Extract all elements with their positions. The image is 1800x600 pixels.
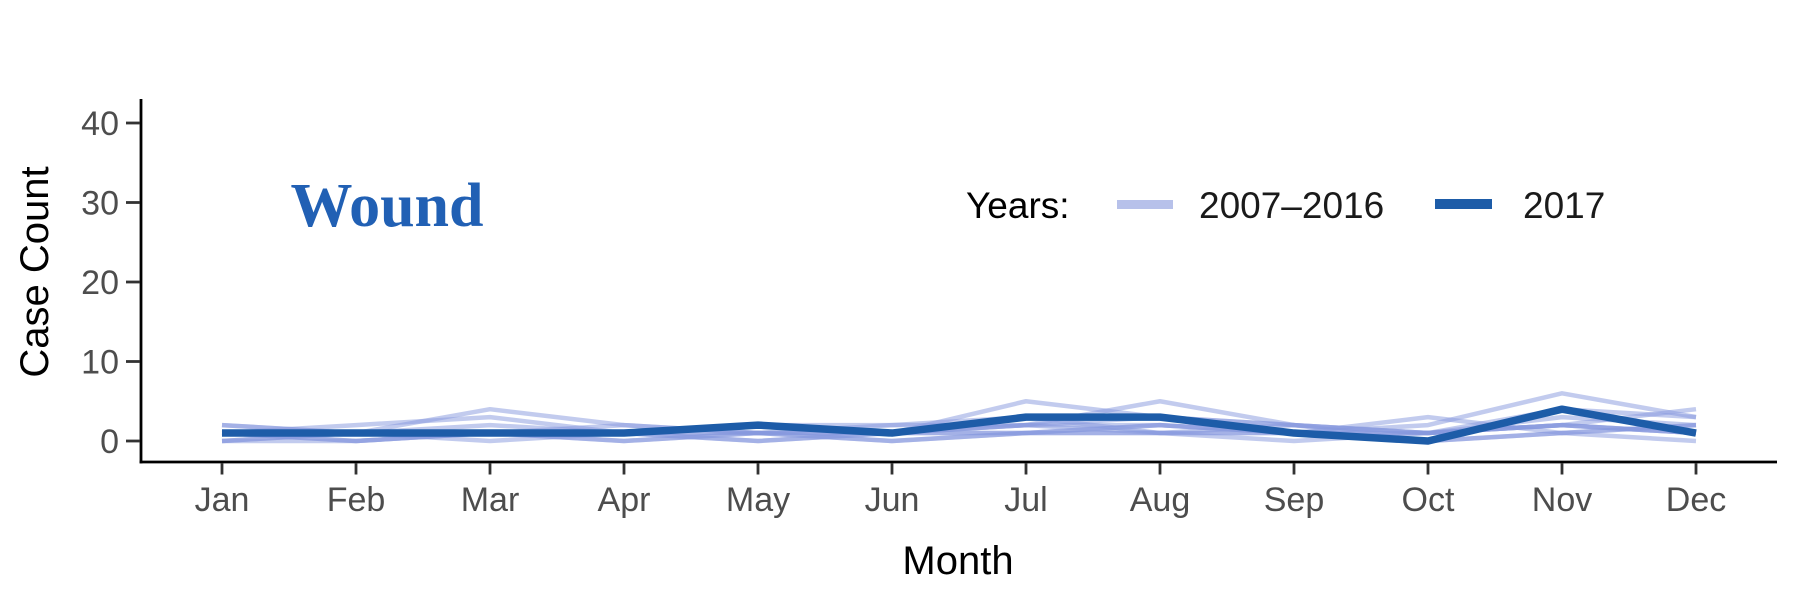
legend-swatch-2017 xyxy=(1435,199,1492,209)
x-tick-label: Aug xyxy=(1130,481,1191,519)
x-axis-title: Month xyxy=(902,539,1013,583)
x-tick-label: Sep xyxy=(1264,481,1325,519)
y-axis-ticks: 0 10 20 30 40 xyxy=(81,105,140,461)
x-tick-label: Nov xyxy=(1532,481,1592,519)
x-tick-label: Apr xyxy=(598,481,651,519)
series-line-2017 xyxy=(222,405,1697,445)
x-tick-label: May xyxy=(726,481,790,519)
x-tick-label: Jun xyxy=(865,481,920,519)
series-line-2014 xyxy=(221,414,1697,444)
y-tick-label: 20 xyxy=(81,264,119,302)
x-tick-label: Dec xyxy=(1666,481,1726,519)
legend: Years: 2007–2016 2017 xyxy=(966,185,1605,226)
y-tick-label: 40 xyxy=(81,105,119,143)
x-axis-ticks: Jan Feb Mar Apr May Jun Jul Aug Sep Oct Nov Dec xyxy=(195,463,1726,519)
y-tick-label: 30 xyxy=(81,185,119,223)
y-tick-label: 10 xyxy=(81,344,119,382)
x-tick-label: Jul xyxy=(1004,481,1047,519)
legend-label-2017: 2017 xyxy=(1523,185,1605,226)
x-tick-label: Oct xyxy=(1402,481,1455,519)
x-tick-label: Feb xyxy=(327,481,386,519)
y-tick-label: 0 xyxy=(100,423,119,461)
chart-title: Wound xyxy=(290,172,483,240)
legend-label-2007-2016: 2007–2016 xyxy=(1199,185,1384,226)
x-tick-label: Jan xyxy=(195,481,250,519)
x-tick-label: Mar xyxy=(461,481,520,519)
series-lines xyxy=(221,391,1697,445)
legend-title: Years: xyxy=(966,185,1070,226)
y-axis-title: Case Count xyxy=(13,166,57,377)
legend-swatch-2007-2016 xyxy=(1117,200,1173,209)
